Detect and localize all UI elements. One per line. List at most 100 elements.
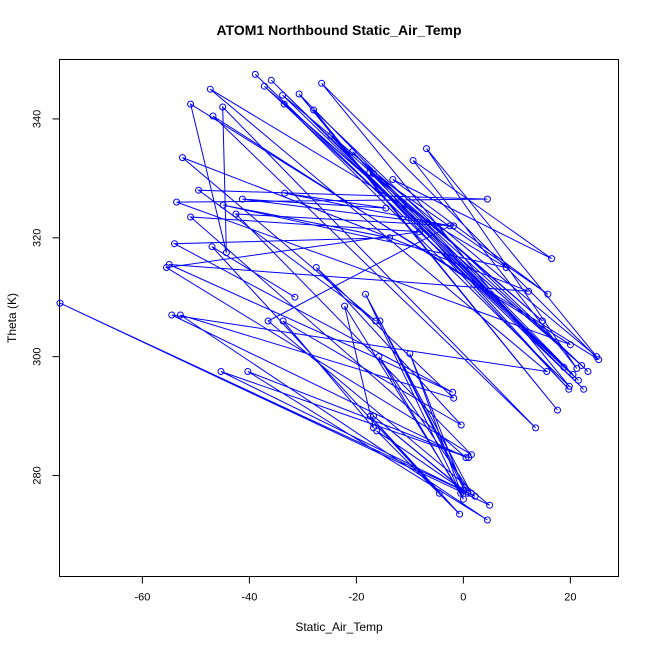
data-point — [209, 112, 217, 120]
data-point — [279, 317, 287, 325]
data-point — [565, 385, 573, 393]
data-point — [502, 264, 510, 271]
data-point — [279, 91, 287, 99]
x-tick-label: -20 — [348, 592, 364, 604]
y-tick-label: 340 — [32, 110, 44, 128]
data-point — [569, 371, 577, 378]
data-point — [578, 362, 586, 369]
data-point — [554, 406, 561, 414]
data-point — [291, 293, 299, 301]
data-point — [406, 350, 414, 358]
data-point — [565, 382, 573, 390]
data-point — [457, 421, 465, 429]
data-point — [532, 424, 540, 432]
data-point — [467, 489, 475, 497]
x-axis: -60 -40 -20 0 20 — [134, 576, 576, 604]
data-point — [366, 412, 374, 420]
y-tick-label: 300 — [32, 347, 44, 365]
data-point — [217, 368, 225, 375]
data-point — [416, 228, 423, 236]
data-point — [543, 368, 551, 375]
data-point — [281, 189, 289, 197]
data-point — [168, 311, 176, 319]
data-point — [280, 100, 288, 108]
data-point — [264, 317, 272, 325]
data-point — [584, 368, 592, 375]
data-point — [349, 148, 357, 156]
y-tick-label: 320 — [32, 229, 44, 247]
series-layer — [56, 70, 603, 524]
data-point — [267, 76, 275, 84]
data-point — [295, 90, 303, 98]
data-point — [251, 70, 259, 78]
data-point — [327, 132, 335, 140]
data-point — [373, 427, 381, 435]
x-tick-label: 0 — [460, 592, 466, 604]
plot-frame — [59, 59, 619, 577]
series-line — [59, 74, 600, 521]
y-tick-label: 280 — [32, 466, 44, 484]
chart-title: ATOM1 Northbound Static_Air_Temp — [216, 22, 461, 38]
data-point — [456, 510, 464, 518]
data-point — [173, 198, 181, 206]
data-point — [208, 243, 216, 251]
data-point — [187, 213, 195, 221]
x-axis-label: Static_Air_Temp — [295, 620, 383, 634]
data-point — [389, 176, 397, 183]
data-point — [525, 287, 533, 295]
data-point — [171, 240, 178, 248]
data-point — [446, 222, 454, 230]
data-point — [176, 311, 184, 319]
data-point — [232, 210, 240, 218]
data-point — [459, 486, 467, 494]
x-tick-label: -40 — [241, 592, 257, 604]
data-point — [548, 255, 556, 263]
data-point — [219, 103, 227, 111]
data-point — [544, 290, 552, 298]
data-point — [459, 495, 467, 503]
data-point — [574, 376, 582, 384]
data-point — [450, 394, 458, 402]
data-point — [222, 249, 230, 257]
data-point — [580, 385, 588, 393]
data-point — [483, 195, 491, 203]
data-point — [238, 195, 246, 203]
y-axis-label: Theta (K) — [5, 293, 19, 343]
data-point — [483, 516, 491, 524]
data-point — [219, 201, 227, 209]
data-point — [163, 264, 170, 271]
data-point — [465, 454, 473, 462]
data-point — [372, 317, 380, 325]
data-point — [244, 368, 252, 375]
data-point — [310, 106, 318, 114]
data-point — [376, 317, 384, 325]
data-point — [370, 170, 377, 178]
data-point — [370, 412, 377, 420]
data-point — [486, 501, 494, 509]
data-point — [195, 186, 203, 194]
data-point — [386, 234, 394, 242]
data-point — [462, 454, 470, 462]
data-point — [375, 353, 383, 361]
x-tick-label: 20 — [564, 592, 576, 604]
data-point — [362, 290, 369, 298]
data-point — [450, 222, 458, 230]
data-point — [560, 363, 568, 371]
data-point — [409, 157, 417, 164]
data-point — [56, 299, 64, 307]
data-point — [595, 356, 603, 364]
data-point — [318, 79, 326, 87]
data-point — [341, 302, 349, 310]
x-tick-label: -60 — [134, 592, 150, 604]
data-point — [423, 145, 430, 153]
data-point — [539, 317, 546, 325]
data-point — [206, 85, 214, 93]
data-point — [179, 154, 186, 162]
data-point — [187, 100, 195, 108]
data-point — [382, 204, 390, 212]
data-point — [312, 264, 320, 271]
data-point — [260, 82, 268, 90]
data-point — [566, 341, 574, 349]
data-point — [366, 168, 374, 176]
